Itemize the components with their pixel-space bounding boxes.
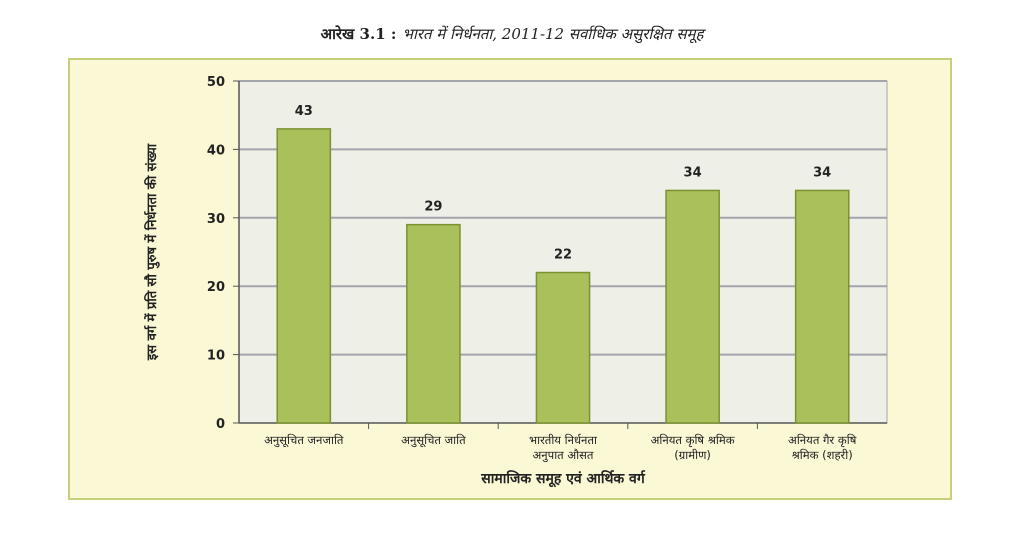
x-tick-label: अनुपात औसत xyxy=(533,448,594,463)
y-tick-label: 40 xyxy=(207,143,225,158)
data-label: 34 xyxy=(684,165,702,180)
figure-caption: आरेख 3.1 : भारत में निर्धनता, 2011-12 सर्… xyxy=(0,24,1024,44)
x-tick-label: अनियत गैर कृषि xyxy=(788,433,857,448)
bar-chart: 0 10 20 30 40 50 43 अनुसूचित जनजाति 29 अनुसूचित ज… xyxy=(144,75,888,488)
x-tick-label: अनुसूचित जाति xyxy=(401,433,466,448)
y-tick-label: 30 xyxy=(207,212,225,227)
x-tick-label: श्रमिक (शहरी) xyxy=(792,448,853,462)
chart-panel: 0 10 20 30 40 50 43 अनुसूचित जनजाति 29 अनुसूचित ज… xyxy=(68,58,952,500)
bar xyxy=(794,189,850,424)
x-tick-label: अनियत कृषि श्रमिक xyxy=(651,433,735,448)
bar xyxy=(276,128,332,424)
y-tick-label: 10 xyxy=(207,349,225,364)
y-tick-label: 20 xyxy=(207,280,225,295)
figure-title: भारत में निर्धनता, 2011-12 सर्वाधिक असुर… xyxy=(402,25,704,43)
y-axis-title: इस वर्ग में प्रति सौ पुरुष में निर्धनता … xyxy=(144,143,160,361)
data-label: 22 xyxy=(554,248,572,263)
data-label: 29 xyxy=(424,200,442,215)
bar xyxy=(406,223,461,424)
data-label: 43 xyxy=(295,104,313,119)
y-tick-label: 50 xyxy=(207,75,225,90)
data-label: 34 xyxy=(813,165,831,180)
x-tick-label: भारतीय निर्धनता xyxy=(529,433,598,447)
x-axis-title: सामाजिक समूह एवं आर्थिक वर्ग xyxy=(480,470,646,488)
bar xyxy=(535,271,591,424)
x-tick-label: (ग्रामीण) xyxy=(674,448,711,462)
figure-number: आरेख 3.1 : xyxy=(320,25,397,43)
y-tick-label: 0 xyxy=(216,417,225,432)
bar xyxy=(665,189,720,424)
x-tick-label: अनुसूचित जनजाति xyxy=(264,433,344,448)
